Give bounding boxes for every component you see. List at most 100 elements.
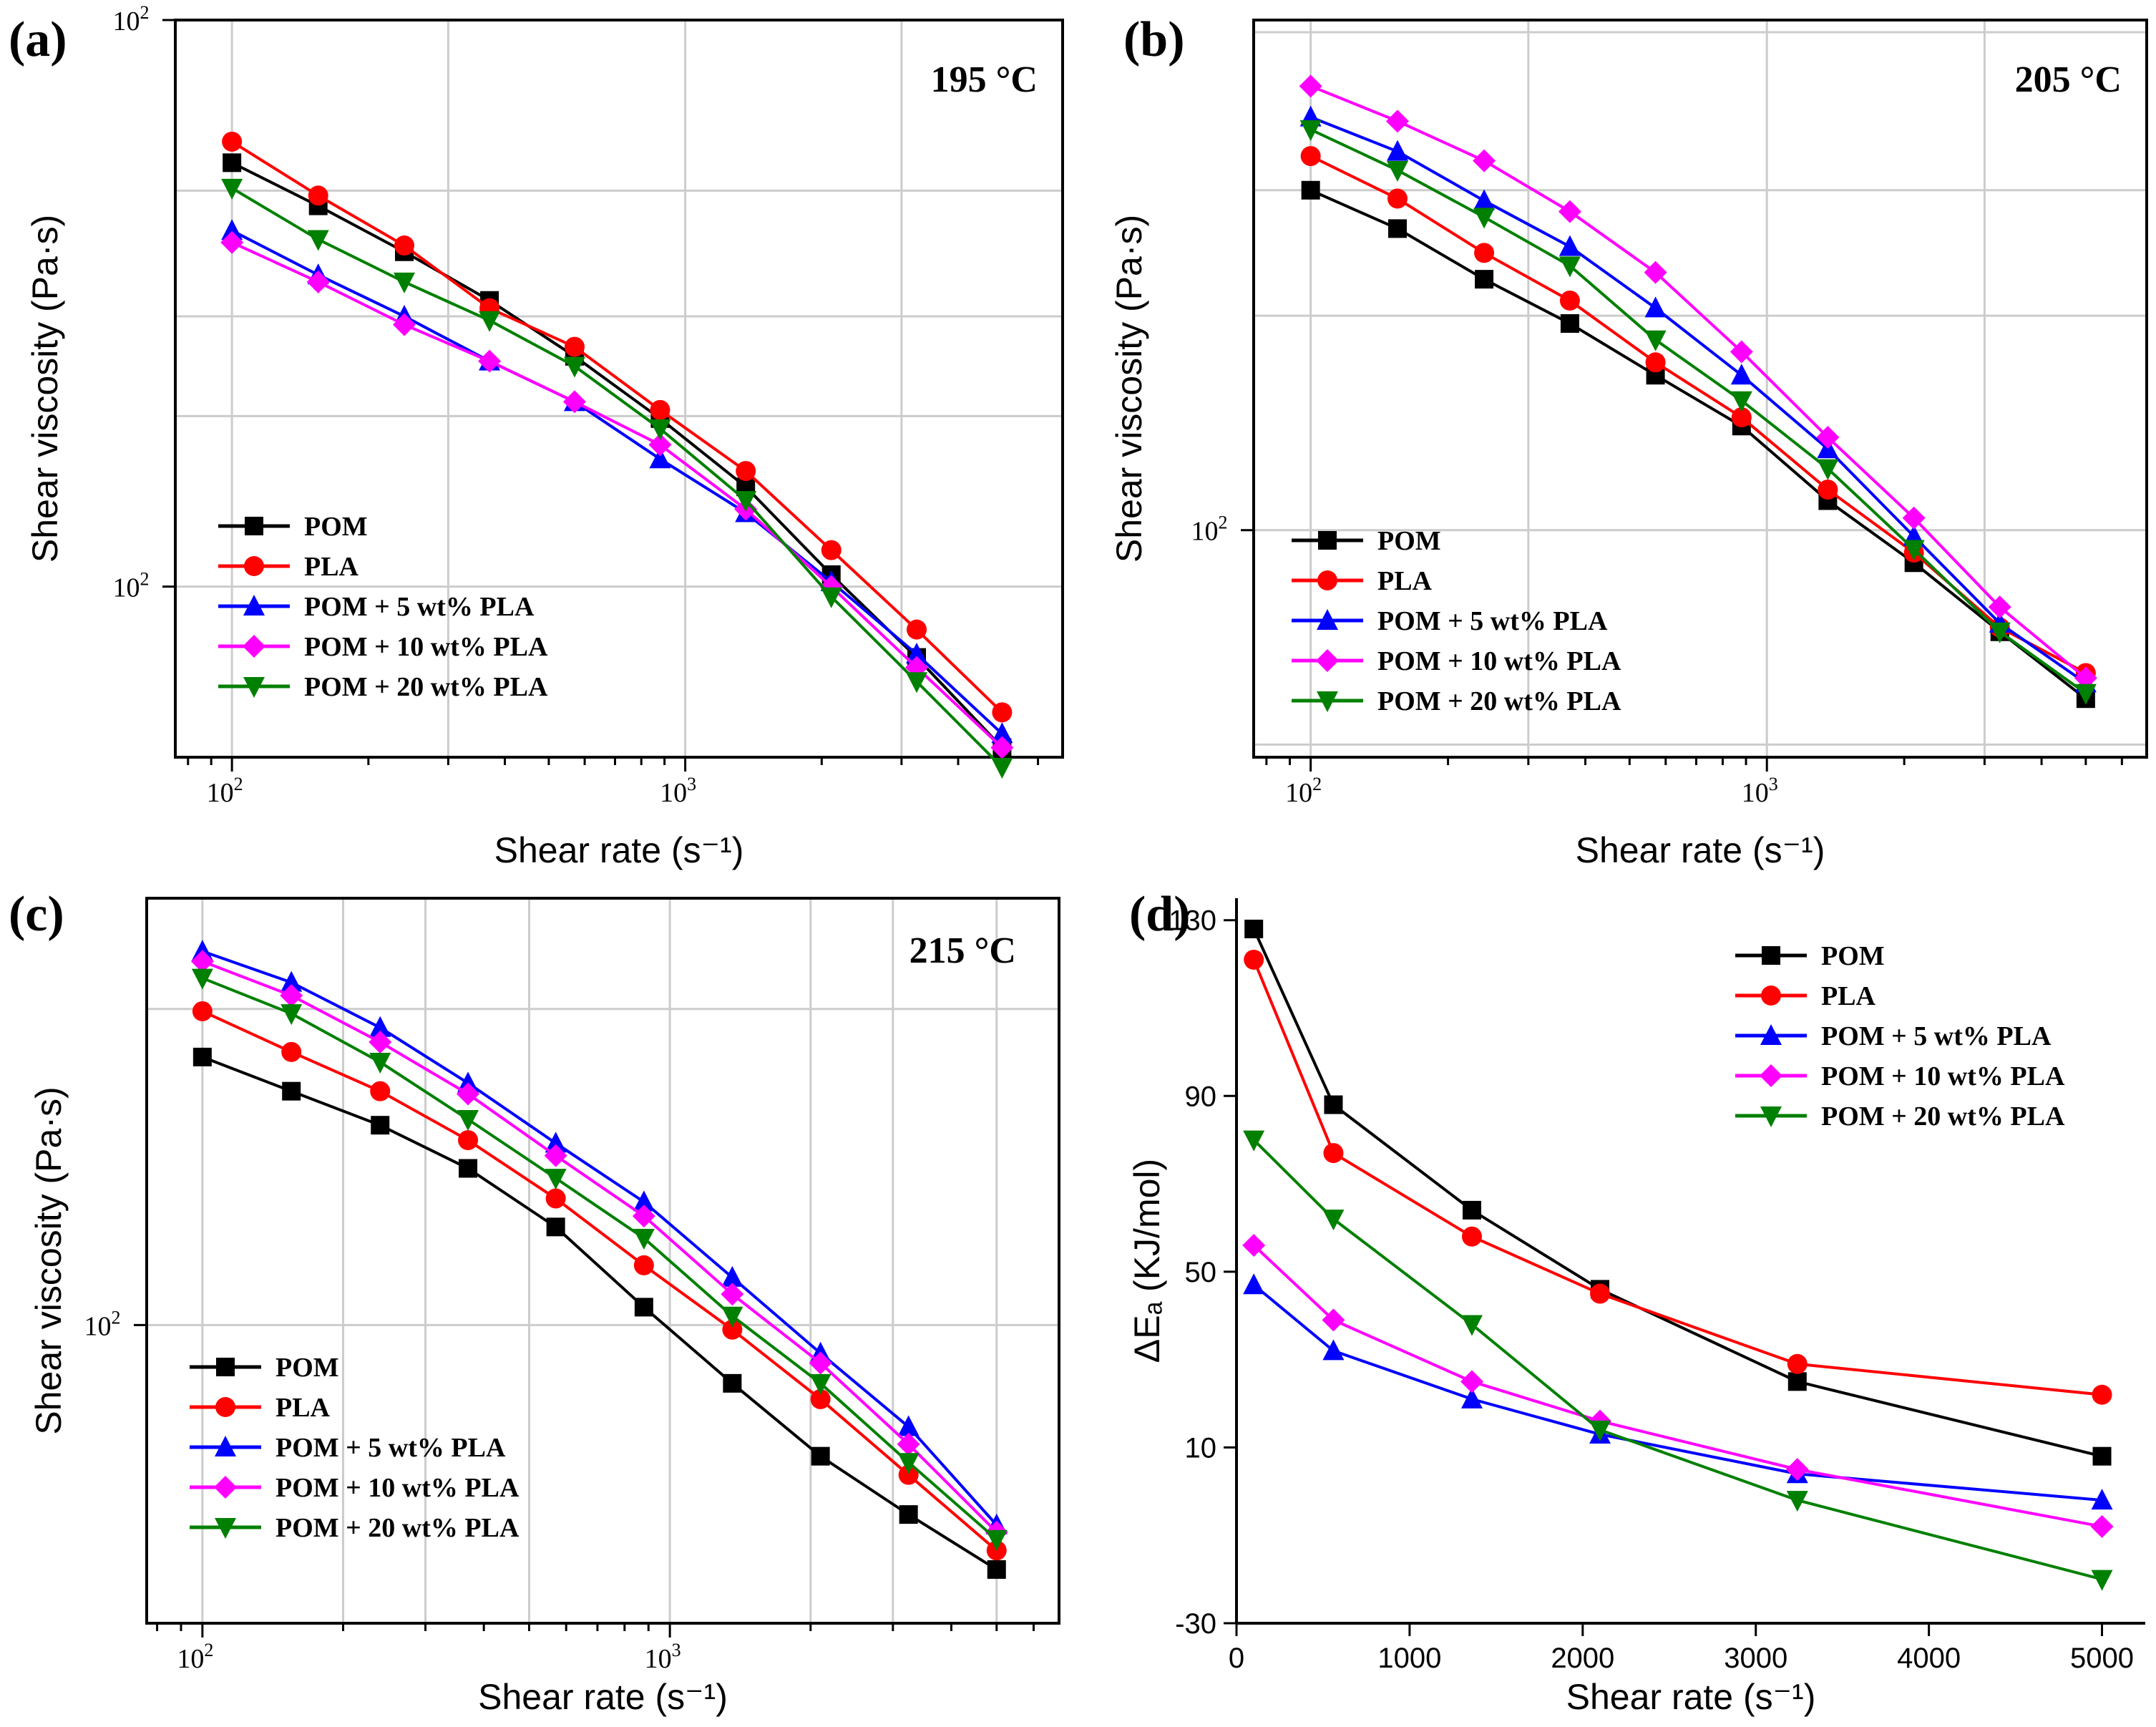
data-point xyxy=(811,1446,830,1466)
legend-entry: POM + 20 wt% PLA xyxy=(275,1513,520,1543)
series-pom-20-wt-pla xyxy=(1243,1130,2113,1591)
series-line xyxy=(202,960,998,1534)
data-point xyxy=(544,1144,567,1167)
series-line xyxy=(1252,1244,2102,1528)
legend: POM PLA POM + 5 wt% PLA POM + 10 wt% PLA POM… xyxy=(1292,526,1621,716)
x-axis-title: Shear rate (s⁻¹) xyxy=(478,1677,728,1717)
legend-marker xyxy=(1760,1024,1782,1045)
data-point xyxy=(306,270,330,293)
legend-entry: POM + 10 wt% PLA xyxy=(1377,646,1621,676)
data-point xyxy=(721,1306,743,1328)
data-point xyxy=(649,447,671,469)
temperature-label: 195 °C xyxy=(931,59,1038,100)
data-point xyxy=(1903,540,1925,561)
y-tick-label: 50 xyxy=(1185,1257,1217,1288)
panel-label: (d) xyxy=(1129,887,1191,942)
data-point xyxy=(546,1217,565,1237)
x-tick-label: 4000 xyxy=(1897,1643,1961,1674)
series-line xyxy=(1309,115,2087,685)
legend-marker xyxy=(245,517,263,535)
legend-marker xyxy=(1316,649,1339,672)
data-point xyxy=(1473,189,1496,210)
data-point xyxy=(1786,1491,1808,1512)
series-line xyxy=(202,950,998,1527)
data-point xyxy=(280,983,303,1007)
data-point xyxy=(545,1132,567,1153)
data-point xyxy=(370,1081,391,1101)
data-point xyxy=(545,1188,566,1209)
x-tick-label: 103 xyxy=(645,1640,681,1674)
data-point xyxy=(457,1110,479,1132)
legend-entry: POM + 10 wt% PLA xyxy=(304,632,548,662)
legend: POM PLA POM + 5 wt% PLA POM + 10 wt% PLA POM… xyxy=(190,1353,520,1543)
plot-frame xyxy=(1252,19,2148,759)
data-point xyxy=(735,491,757,512)
data-point xyxy=(1787,1372,1807,1391)
series-pom-10-wt-pla xyxy=(1242,1234,2114,1538)
y-tick-label: 102 xyxy=(113,569,150,603)
legend-entry: PLA xyxy=(1821,981,1876,1011)
legend-marker xyxy=(215,1397,235,1417)
legend-marker xyxy=(216,1358,235,1376)
legend-marker xyxy=(1317,570,1337,590)
data-point xyxy=(1589,1420,1611,1441)
panel-label: (c) xyxy=(9,887,64,942)
data-point xyxy=(1301,180,1320,200)
series-pom-5-wt-pla xyxy=(221,219,1013,744)
data-point xyxy=(369,1016,391,1037)
data-point xyxy=(1730,364,1752,385)
x-tick-label: 1000 xyxy=(1377,1643,1441,1674)
x-tick-label: 102 xyxy=(207,774,243,808)
panel-label: (a) xyxy=(9,12,67,67)
data-point xyxy=(1242,1234,1266,1257)
data-point xyxy=(906,643,928,664)
series-pom-20-wt-pla xyxy=(1299,120,2097,705)
data-point xyxy=(220,230,244,254)
data-point xyxy=(2074,683,2097,705)
data-point xyxy=(648,433,672,457)
data-point xyxy=(821,540,842,560)
legend-marker xyxy=(243,595,265,616)
data-point xyxy=(1473,149,1496,172)
data-point xyxy=(1244,949,1264,970)
chart-panel-a: 102 103 102 102 Shear rate (s⁻¹) Shear viscos… xyxy=(9,2,1064,870)
data-point xyxy=(564,336,585,357)
data-point xyxy=(1989,622,2011,643)
legend-entry: POM + 5 wt% PLA xyxy=(304,592,535,622)
data-point xyxy=(281,970,303,992)
x-axis-title: Shear rate (s⁻¹) xyxy=(1566,1677,1816,1717)
data-point xyxy=(190,950,214,973)
data-point xyxy=(992,702,1013,723)
data-point xyxy=(2091,1570,2113,1591)
legend-entry: POM xyxy=(275,1353,339,1383)
series-pom xyxy=(192,1047,1006,1579)
legend-entry: PLA xyxy=(304,552,359,582)
series-pom-20-wt-pla xyxy=(221,178,1013,779)
data-point xyxy=(1387,140,1409,161)
series-line xyxy=(231,187,1003,769)
series-pla xyxy=(222,131,1013,723)
data-point xyxy=(985,1529,1008,1551)
x-tick-label: 102 xyxy=(1285,774,1322,808)
legend-marker xyxy=(1318,531,1337,550)
x-tick-label: 3000 xyxy=(1724,1643,1787,1674)
data-point xyxy=(2091,1489,2113,1510)
legend-marker xyxy=(244,556,264,576)
data-point xyxy=(1474,243,1495,263)
data-point xyxy=(307,230,329,251)
series-line xyxy=(231,229,1003,735)
data-point xyxy=(990,736,1014,759)
data-point xyxy=(721,1265,743,1287)
data-point xyxy=(1644,330,1667,351)
series-line xyxy=(1309,84,2087,679)
data-point xyxy=(369,1031,392,1054)
data-point xyxy=(650,399,670,420)
series-pom-10-wt-pla xyxy=(190,950,1008,1544)
legend-marker xyxy=(243,635,265,658)
y-axis-title: ΔEₐ (KJ/mol) xyxy=(1127,1159,1167,1363)
data-point xyxy=(1785,1458,1809,1482)
legend-entry: PLA xyxy=(1377,566,1433,596)
data-point xyxy=(991,758,1013,779)
data-point xyxy=(1324,1095,1343,1114)
legend-entry: POM + 5 wt% PLA xyxy=(1377,606,1608,636)
